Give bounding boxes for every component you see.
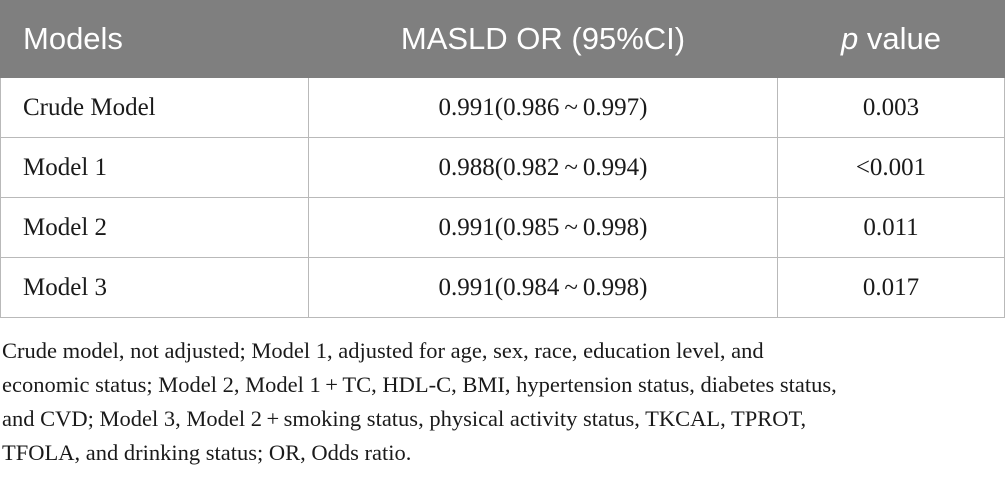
header-p-label: value bbox=[858, 21, 941, 56]
results-table-container: Models MASLD OR (95%CI) p value Crude Mo… bbox=[0, 0, 1005, 318]
or-ci-cell: 0.991(0.985 ~ 0.998) bbox=[308, 197, 778, 258]
table-row: Crude Model 0.991(0.986 ~ 0.997) 0.003 bbox=[0, 77, 1005, 138]
header-p-value: p value bbox=[777, 0, 1005, 78]
header-p-symbol: p bbox=[841, 21, 859, 56]
header-row: Models MASLD OR (95%CI) p value bbox=[0, 0, 1005, 78]
model-name-cell: Model 1 bbox=[0, 137, 309, 198]
table-row: Model 3 0.991(0.984 ~ 0.998) 0.017 bbox=[0, 257, 1005, 318]
table-row: Model 1 0.988(0.982 ~ 0.994) <0.001 bbox=[0, 137, 1005, 198]
or-ci-cell: 0.988(0.982 ~ 0.994) bbox=[308, 137, 778, 198]
header-models: Models bbox=[0, 0, 309, 78]
footnote-line: and CVD; Model 3, Model 2 + smoking stat… bbox=[2, 406, 807, 431]
table-row: Model 2 0.991(0.985 ~ 0.998) 0.011 bbox=[0, 197, 1005, 258]
p-value-cell: <0.001 bbox=[777, 137, 1005, 198]
header-or-ci: MASLD OR (95%CI) bbox=[308, 0, 778, 78]
footnote-line: economic status; Model 2, Model 1 + TC, … bbox=[2, 372, 837, 397]
p-value-cell: 0.003 bbox=[777, 77, 1005, 138]
model-name-cell: Model 3 bbox=[0, 257, 309, 318]
p-value-cell: 0.017 bbox=[777, 257, 1005, 318]
or-ci-cell: 0.991(0.984 ~ 0.998) bbox=[308, 257, 778, 318]
table-footnote: Crude model, not adjusted; Model 1, adju… bbox=[0, 334, 1002, 470]
p-value-cell: 0.011 bbox=[777, 197, 1005, 258]
footnote-line: TFOLA, and drinking status; OR, Odds rat… bbox=[2, 440, 412, 465]
or-ci-cell: 0.991(0.986 ~ 0.997) bbox=[308, 77, 778, 138]
footnote-line: Crude model, not adjusted; Model 1, adju… bbox=[2, 338, 764, 363]
model-name-cell: Crude Model bbox=[0, 77, 309, 138]
model-name-cell: Model 2 bbox=[0, 197, 309, 258]
results-table: Models MASLD OR (95%CI) p value Crude Mo… bbox=[0, 0, 1005, 318]
